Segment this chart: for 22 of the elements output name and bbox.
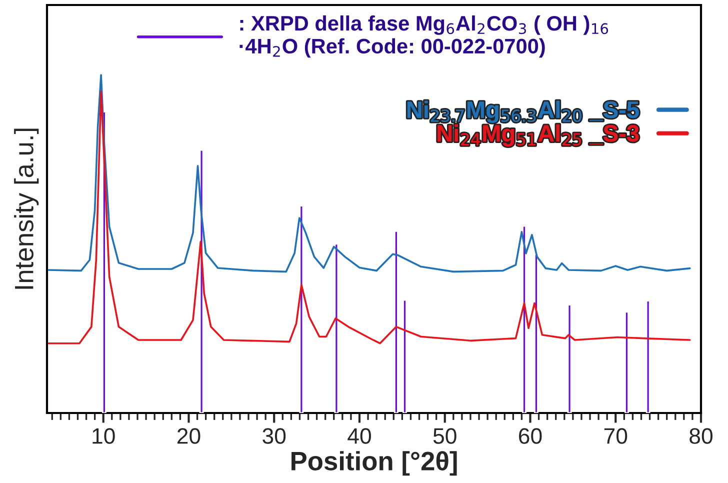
legend-label: Ni$_{23.7}$Mg$_{56.3}$Al$_{20}$ _S-5 <box>407 100 639 123</box>
x-tick-label: 60 <box>519 428 542 444</box>
x-tick-label: 30 <box>262 428 286 444</box>
x-tick-label: 10 <box>92 428 115 444</box>
bar <box>402 299 407 413</box>
y-axis-title: Intensity [a.u.] <box>14 128 39 289</box>
bar <box>334 243 339 413</box>
bar <box>534 253 538 413</box>
bar <box>394 230 398 413</box>
bar <box>299 205 304 413</box>
bar <box>567 304 572 413</box>
legend-label: Ni$_{24}$Mg$_{51}$Al$_{25}$ _S-3 <box>438 124 639 146</box>
text: : XRPD della fase Mg$_{6}$Al$_{2}$CO$_{3}$ ( OH )$_{16}$ ·4H$_{2}$O (Ref. Code: 00-022-0700) <box>240 15 608 58</box>
bar <box>522 225 526 413</box>
x-tick-label: 50 <box>433 428 456 444</box>
bar <box>624 311 629 413</box>
x-tick-label: 70 <box>604 428 628 444</box>
x-tick-label: 40 <box>348 428 371 444</box>
x-tick-label: 80 <box>690 428 712 444</box>
bar <box>646 300 650 413</box>
x-axis-title: Position [°2θ] <box>292 451 457 476</box>
x-tick-label: 20 <box>177 428 200 444</box>
